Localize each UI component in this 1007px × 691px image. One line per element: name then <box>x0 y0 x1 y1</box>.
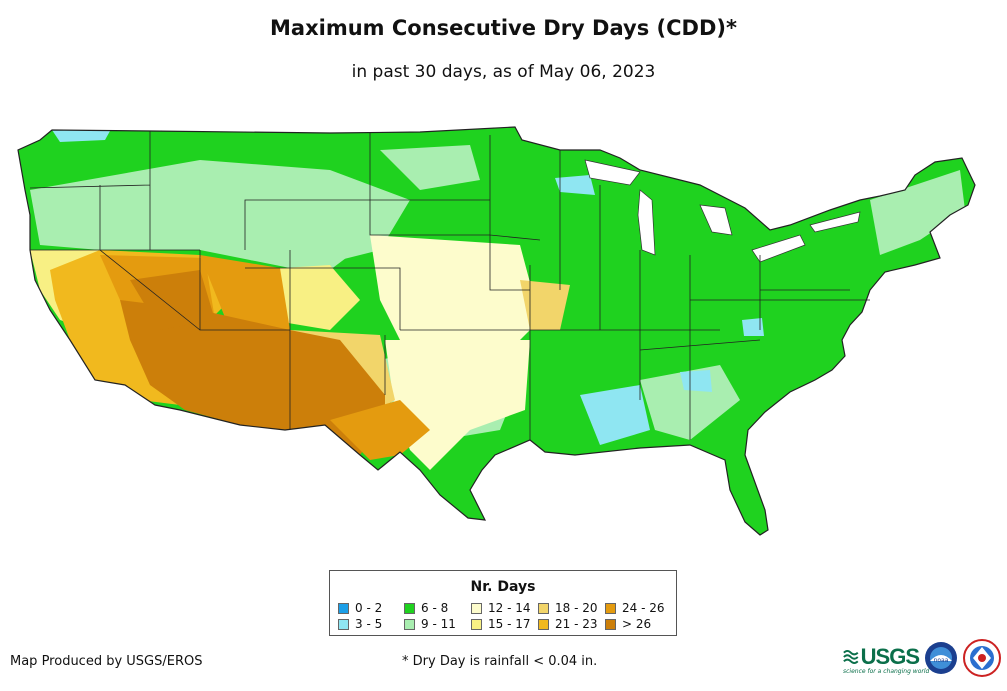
legend-item: 21 - 23 <box>538 617 598 631</box>
noaa-wordmark: noaa <box>934 657 949 664</box>
legend-swatch <box>404 602 415 614</box>
cdd-map <box>17 126 976 536</box>
legend-item: 0 - 2 <box>338 601 382 615</box>
legend-title: Nr. Days <box>470 579 536 595</box>
legend-swatch <box>338 618 349 630</box>
map-subtitle: in past 30 days, as of May 06, 2023 <box>351 62 656 82</box>
usgs-wordmark: USGS <box>860 644 920 669</box>
credit-text: Map Produced by USGS/EROS <box>10 654 203 669</box>
legend-swatch <box>538 602 549 614</box>
usgs-tagline: science for a changing world <box>843 668 930 675</box>
legend-label: > 26 <box>622 617 652 631</box>
legend-swatch <box>605 618 616 630</box>
legend-swatch <box>538 618 549 630</box>
usgs-wave-icon <box>843 649 859 665</box>
legend-label: 24 - 26 <box>622 601 665 615</box>
legend-swatch <box>471 602 482 614</box>
legend-item: 18 - 20 <box>538 601 598 615</box>
noaa-logo: noaa <box>925 642 957 674</box>
legend-item: 15 - 17 <box>471 617 531 631</box>
legend-swatch <box>338 602 349 614</box>
dry-day-note: * Dry Day is rainfall < 0.04 in. <box>402 654 598 669</box>
legend-label: 6 - 8 <box>421 601 449 615</box>
legend-item: 9 - 11 <box>404 617 456 631</box>
legend-box: Nr. Days 0 - 2 3 - 5 6 - 8 9 - 11 12 - 1… <box>329 570 677 636</box>
legend-item: > 26 <box>605 617 651 631</box>
legend-label: 18 - 20 <box>555 601 598 615</box>
legend-label: 3 - 5 <box>355 617 383 631</box>
legend-label: 9 - 11 <box>421 617 456 631</box>
legend-swatch <box>605 602 616 614</box>
legend-label: 21 - 23 <box>555 617 598 631</box>
legend-label: 0 - 2 <box>355 601 383 615</box>
legend-label: 12 - 14 <box>488 601 531 615</box>
map-title: Maximum Consecutive Dry Days (CDD)* <box>270 16 737 40</box>
usgs-logo: USGS <box>843 643 920 671</box>
legend-item: 24 - 26 <box>605 601 665 615</box>
legend-swatch <box>404 618 415 630</box>
legend-swatch <box>471 618 482 630</box>
legend-item: 6 - 8 <box>404 601 448 615</box>
legend-item: 12 - 14 <box>471 601 531 615</box>
legend-label: 15 - 17 <box>488 617 531 631</box>
legend-item: 3 - 5 <box>338 617 382 631</box>
nws-logo <box>963 639 1001 677</box>
